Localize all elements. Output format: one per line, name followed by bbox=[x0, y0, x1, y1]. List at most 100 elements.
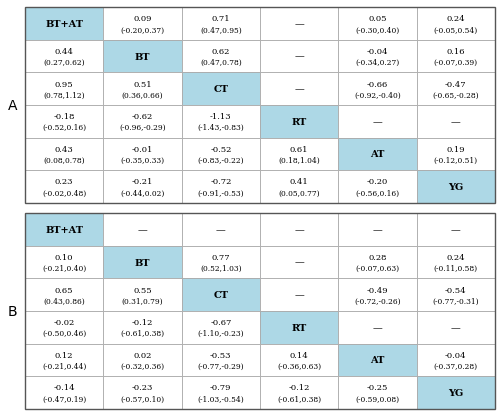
Bar bbox=[182, 8, 260, 41]
Bar bbox=[260, 41, 338, 74]
Text: (-0.36,0.63): (-0.36,0.63) bbox=[277, 362, 321, 370]
Text: -0.18: -0.18 bbox=[54, 113, 75, 121]
Bar bbox=[25, 311, 103, 344]
Text: 0.12: 0.12 bbox=[55, 351, 74, 359]
Bar bbox=[260, 279, 338, 311]
Text: -0.67: -0.67 bbox=[210, 318, 232, 326]
Bar bbox=[182, 246, 260, 279]
Text: (0.78,1.12): (0.78,1.12) bbox=[44, 91, 85, 100]
Bar bbox=[25, 376, 103, 409]
Bar bbox=[182, 279, 260, 311]
Text: 0.77: 0.77 bbox=[212, 253, 230, 261]
Text: (-0.30,0.40): (-0.30,0.40) bbox=[356, 26, 400, 34]
Text: (-0.52,0.16): (-0.52,0.16) bbox=[42, 124, 86, 132]
Text: (-0.83,-0.22): (-0.83,-0.22) bbox=[198, 157, 244, 164]
Text: (-0.91,-0.53): (-0.91,-0.53) bbox=[198, 189, 244, 197]
Text: (-1.43,-0.83): (-1.43,-0.83) bbox=[198, 124, 244, 132]
Bar bbox=[104, 279, 182, 311]
Text: -0.53: -0.53 bbox=[210, 351, 232, 359]
Bar bbox=[416, 246, 495, 279]
Bar bbox=[104, 138, 182, 171]
Bar bbox=[416, 279, 495, 311]
Bar bbox=[182, 376, 260, 409]
Text: (-0.61,0.38): (-0.61,0.38) bbox=[277, 394, 321, 402]
Bar bbox=[416, 74, 495, 106]
Text: RT: RT bbox=[292, 323, 307, 332]
Text: 0.24: 0.24 bbox=[446, 253, 465, 261]
Text: (-0.77,-0.31): (-0.77,-0.31) bbox=[432, 297, 479, 305]
Text: -0.04: -0.04 bbox=[445, 351, 466, 359]
Text: -0.02: -0.02 bbox=[54, 318, 75, 326]
Text: 0.51: 0.51 bbox=[133, 81, 152, 88]
Bar bbox=[25, 74, 103, 106]
Text: 0.41: 0.41 bbox=[290, 178, 308, 186]
Text: —: — bbox=[294, 258, 304, 267]
Bar bbox=[182, 214, 260, 246]
Bar bbox=[338, 311, 416, 344]
Text: YG: YG bbox=[448, 183, 464, 192]
Bar bbox=[416, 8, 495, 41]
Bar bbox=[260, 74, 338, 106]
Text: (-0.61,0.38): (-0.61,0.38) bbox=[120, 330, 164, 337]
Text: (-1.03,-0.54): (-1.03,-0.54) bbox=[198, 394, 244, 402]
Bar bbox=[260, 344, 338, 376]
Text: 0.71: 0.71 bbox=[212, 15, 230, 23]
Text: (-0.56,0.16): (-0.56,0.16) bbox=[356, 189, 400, 197]
Bar bbox=[104, 311, 182, 344]
Bar bbox=[338, 246, 416, 279]
Bar bbox=[338, 106, 416, 138]
Bar bbox=[338, 8, 416, 41]
Bar bbox=[338, 41, 416, 74]
Text: 0.19: 0.19 bbox=[446, 145, 465, 153]
Text: B: B bbox=[8, 304, 18, 318]
Bar bbox=[25, 41, 103, 74]
Text: 0.65: 0.65 bbox=[55, 286, 74, 294]
Text: (0.18,1.04): (0.18,1.04) bbox=[278, 157, 320, 164]
Text: YG: YG bbox=[448, 388, 464, 397]
Bar bbox=[260, 311, 338, 344]
Bar bbox=[25, 246, 103, 279]
Bar bbox=[25, 106, 103, 138]
Bar bbox=[260, 246, 338, 279]
Bar bbox=[416, 171, 495, 204]
Text: -0.12: -0.12 bbox=[288, 383, 310, 392]
Text: 0.10: 0.10 bbox=[55, 253, 74, 261]
Bar bbox=[104, 41, 182, 74]
Text: -0.25: -0.25 bbox=[367, 383, 388, 392]
Bar bbox=[338, 74, 416, 106]
Bar bbox=[338, 214, 416, 246]
Bar bbox=[182, 138, 260, 171]
Bar bbox=[338, 171, 416, 204]
Text: BT+AT: BT+AT bbox=[45, 20, 83, 29]
Text: -0.54: -0.54 bbox=[445, 286, 466, 294]
Bar bbox=[260, 106, 338, 138]
Text: (0.08,0.78): (0.08,0.78) bbox=[44, 157, 85, 164]
Text: 0.24: 0.24 bbox=[446, 15, 465, 23]
Text: (-0.07,0.39): (-0.07,0.39) bbox=[434, 59, 478, 67]
Text: 0.95: 0.95 bbox=[55, 81, 74, 88]
Bar bbox=[182, 74, 260, 106]
Bar bbox=[104, 106, 182, 138]
Text: (-0.47,0.19): (-0.47,0.19) bbox=[42, 394, 86, 402]
Bar bbox=[260, 138, 338, 171]
Text: (-0.21,0.44): (-0.21,0.44) bbox=[42, 362, 86, 370]
Text: BT: BT bbox=[135, 258, 150, 267]
Text: —: — bbox=[372, 225, 382, 235]
Text: (-0.59,0.08): (-0.59,0.08) bbox=[356, 394, 400, 402]
Text: CT: CT bbox=[214, 85, 228, 94]
Text: —: — bbox=[451, 225, 460, 235]
Bar bbox=[338, 376, 416, 409]
Text: -0.62: -0.62 bbox=[132, 113, 153, 121]
Bar bbox=[25, 279, 103, 311]
Bar bbox=[104, 246, 182, 279]
Text: (-0.50,0.46): (-0.50,0.46) bbox=[42, 330, 86, 337]
Bar bbox=[338, 279, 416, 311]
Text: -0.14: -0.14 bbox=[54, 383, 75, 392]
Text: -0.79: -0.79 bbox=[210, 383, 232, 392]
Text: (-0.37,0.28): (-0.37,0.28) bbox=[434, 362, 478, 370]
Bar bbox=[260, 8, 338, 41]
Bar bbox=[104, 376, 182, 409]
Bar bbox=[416, 214, 495, 246]
Text: -0.21: -0.21 bbox=[132, 178, 153, 186]
Text: (-0.11,0.58): (-0.11,0.58) bbox=[434, 264, 478, 272]
